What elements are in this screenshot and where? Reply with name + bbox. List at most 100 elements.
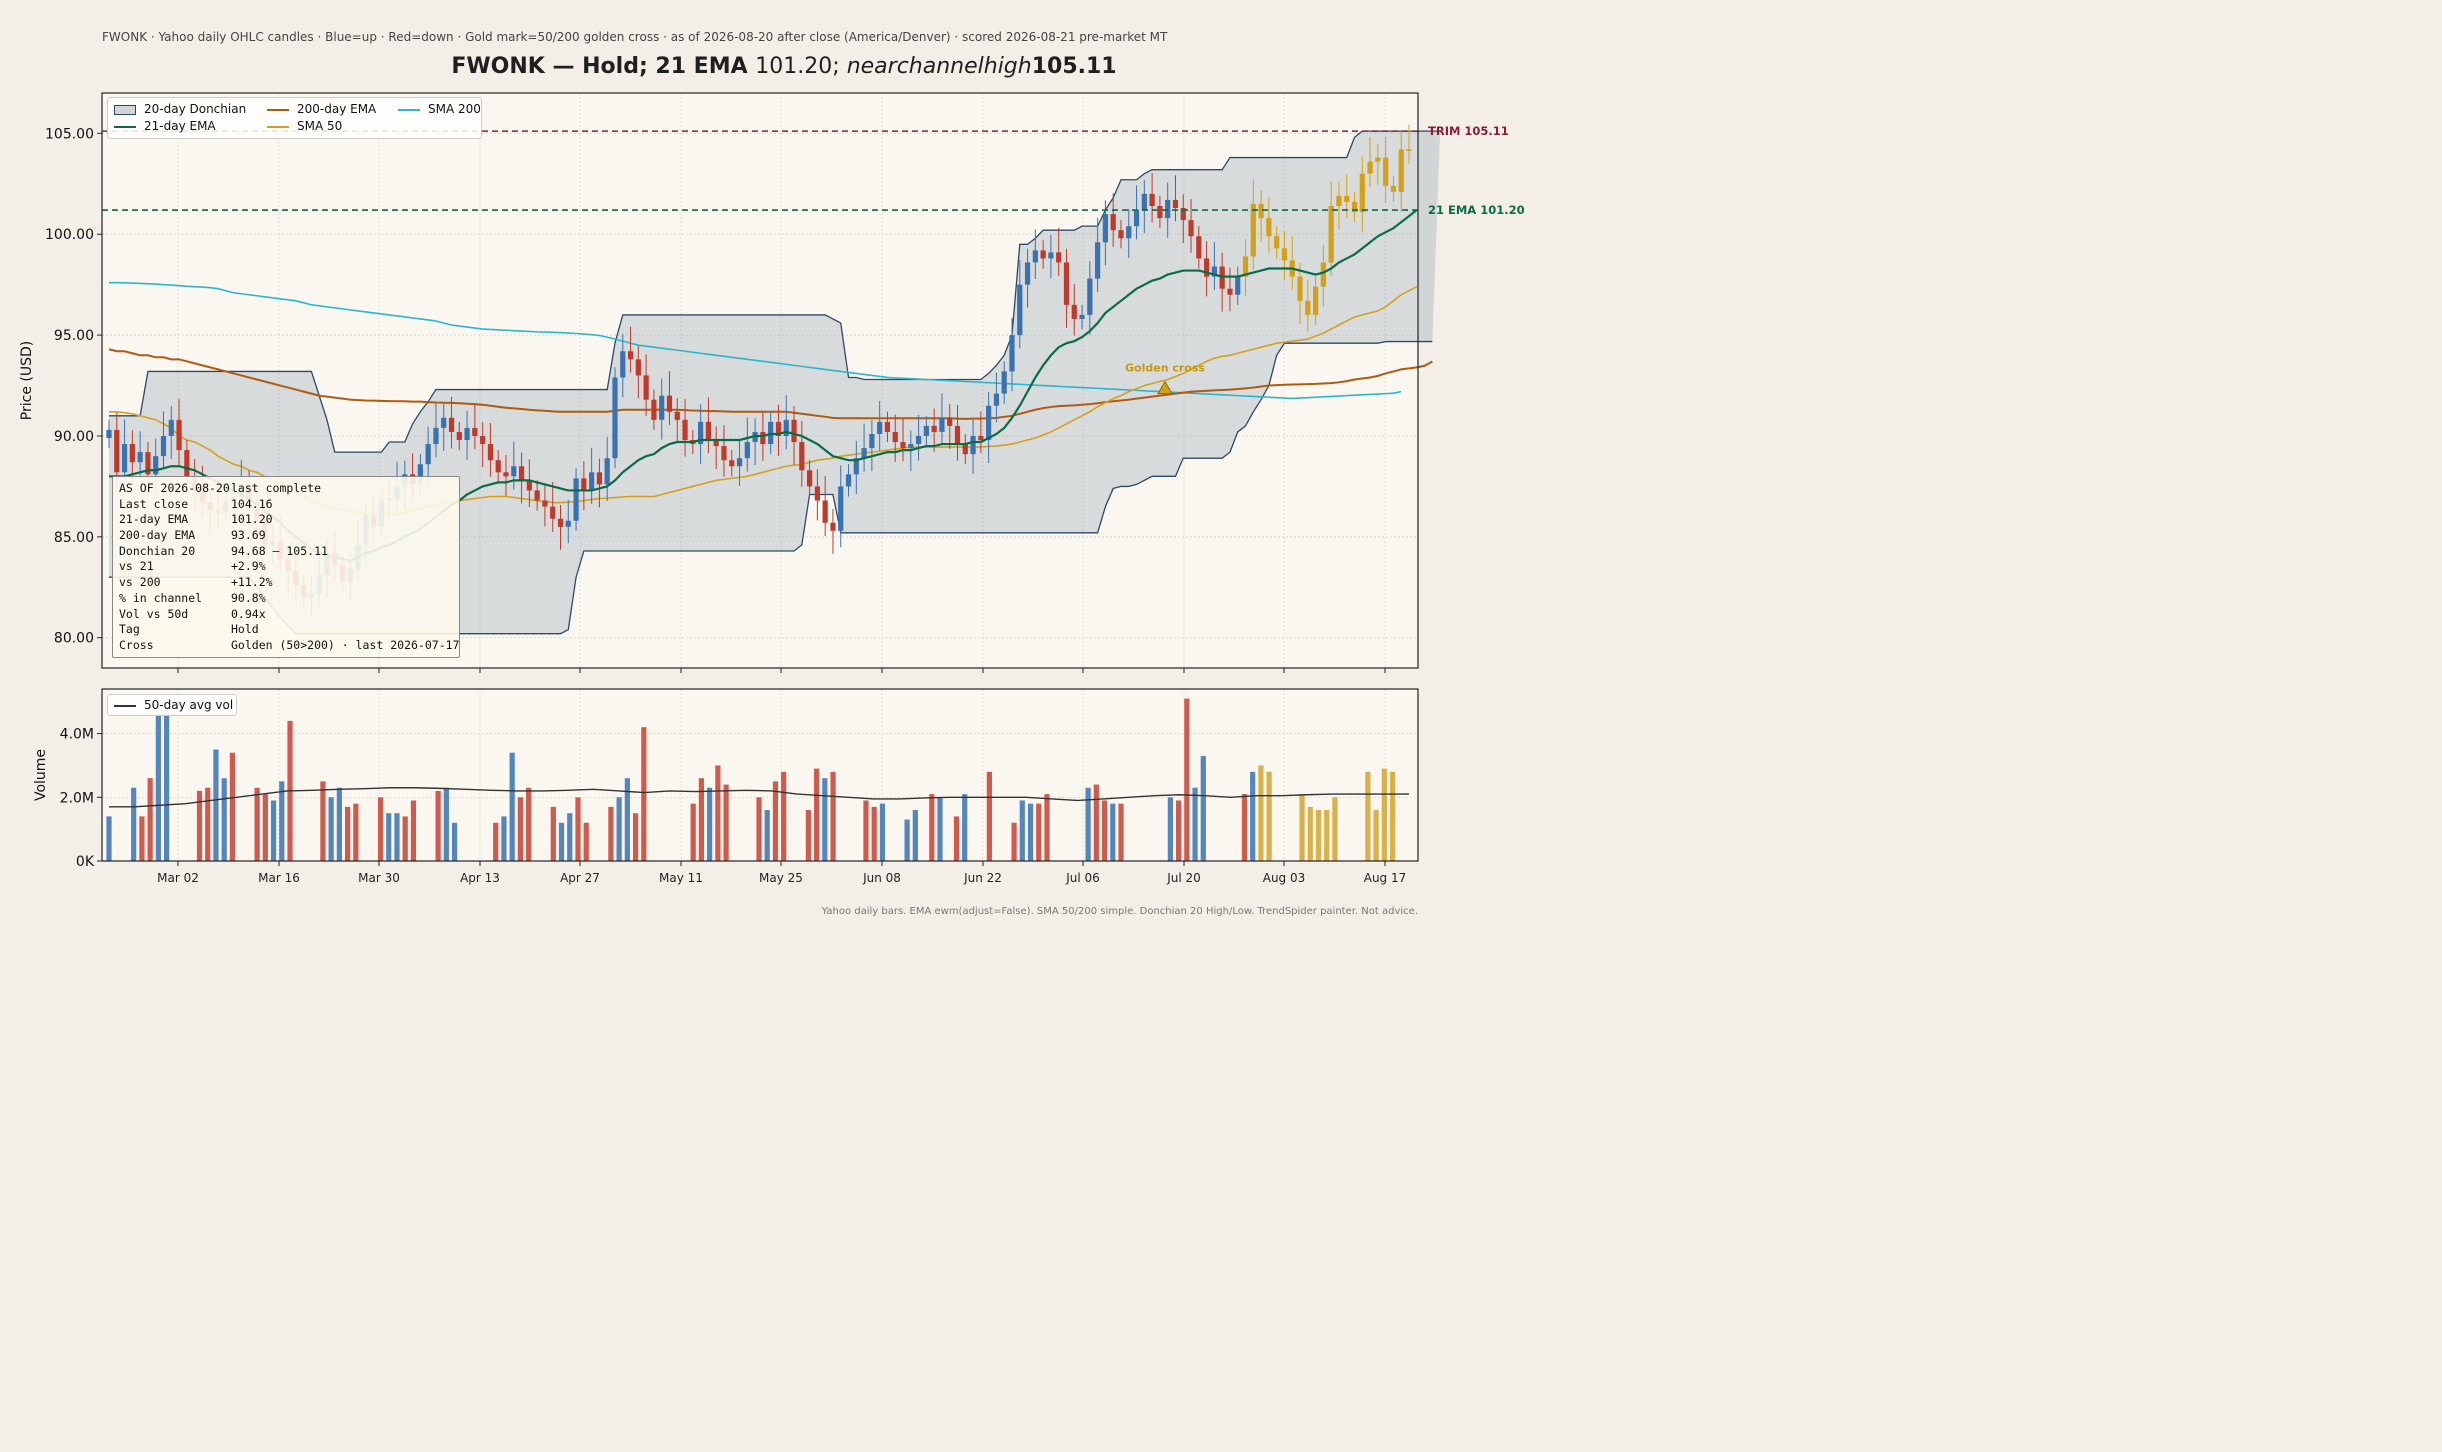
- volume-bar: [756, 797, 762, 861]
- candle-body: [487, 444, 494, 461]
- candle-body: [1001, 371, 1007, 394]
- info-key: 21-day EMA: [119, 512, 189, 527]
- x-tick-label: Mar 30: [358, 871, 400, 885]
- volume-bar: [1241, 794, 1248, 861]
- legend-avg-vol-label: 50-day avg vol: [144, 698, 234, 712]
- candle-body: [129, 444, 135, 463]
- volume-bar: [1192, 787, 1198, 861]
- candle-body: [892, 431, 898, 443]
- candle-body: [121, 444, 128, 473]
- candle-body: [1017, 284, 1023, 336]
- volume-bar: [501, 816, 507, 861]
- volume-bar: [1365, 771, 1371, 861]
- volume-bar: [962, 794, 968, 861]
- chart-title: FWONK — Hold; 21 EMA 101.20; nearchannel…: [0, 54, 1568, 79]
- candle-body: [806, 470, 813, 487]
- legend-ema200: 200-day EMA: [267, 102, 376, 116]
- x-tick-label: May 25: [759, 871, 803, 885]
- info-key: Last close: [119, 496, 189, 511]
- info-value: 104.16: [231, 496, 273, 511]
- volume-bar: [345, 806, 351, 861]
- candle-body: [682, 419, 688, 441]
- candle-body: [1235, 276, 1241, 295]
- volume-bar: [386, 813, 392, 861]
- candle-body: [1274, 236, 1280, 249]
- candle-body: [620, 351, 626, 378]
- candle-body: [1056, 252, 1062, 263]
- candle-body: [970, 435, 976, 455]
- candle-body: [986, 405, 992, 441]
- candle-body: [1367, 161, 1373, 174]
- volume-bar: [1324, 810, 1330, 861]
- volume-bar: [163, 714, 170, 861]
- x-tick-label: May 11: [659, 871, 703, 885]
- volume-bar: [1110, 803, 1116, 861]
- info-key: 200-day EMA: [119, 528, 196, 543]
- volume-bar: [1373, 810, 1379, 861]
- candle-body: [931, 425, 937, 432]
- price-legend: 20-day Donchian 21-day EMA 200-day EMA S…: [107, 97, 482, 139]
- x-tick-label: Apr 13: [460, 871, 500, 885]
- volume-bar: [1118, 803, 1124, 861]
- candle-body: [1266, 218, 1272, 237]
- info-row: Cross Golden (50>200) · last 2026-07-17: [119, 637, 459, 654]
- volume-tick-label: 2.0M: [60, 790, 94, 806]
- info-row: vs 200 +11.2%: [119, 575, 453, 591]
- candle-body: [1102, 214, 1109, 243]
- candle-body: [534, 490, 540, 501]
- candle-body: [160, 435, 167, 457]
- price-tick-label: 95.00: [54, 328, 94, 344]
- candle-body: [184, 450, 190, 477]
- candle-body: [635, 359, 641, 376]
- candle-body: [760, 431, 766, 445]
- volume-bar: [1036, 803, 1042, 861]
- candle-body: [176, 419, 182, 451]
- price-tick-label: 80.00: [54, 631, 94, 647]
- volume-bar: [1389, 771, 1396, 861]
- volume-bar: [410, 800, 417, 861]
- candle-body: [1071, 304, 1077, 319]
- price-tick-label: 90.00: [54, 429, 94, 445]
- info-row: 200-day EMA 93.69: [119, 528, 453, 544]
- candle-body: [1398, 149, 1404, 192]
- candle-body: [526, 480, 532, 491]
- info-key: Tag: [119, 622, 140, 637]
- candle-body: [1242, 256, 1249, 277]
- candle-body: [799, 442, 805, 471]
- candle-body: [441, 417, 447, 428]
- info-row: Donchian 20 94.68 – 105.11: [119, 544, 453, 560]
- volume-bar: [830, 771, 836, 861]
- volume-bar: [1381, 768, 1387, 861]
- volume-bar: [641, 727, 647, 861]
- candle-body: [1227, 288, 1233, 295]
- volume-bar: [805, 810, 811, 861]
- candle-body: [915, 435, 922, 445]
- candle-body: [900, 442, 906, 449]
- candle-body: [822, 500, 828, 523]
- candle-body: [744, 442, 750, 459]
- info-row: % in channel 90.8%: [119, 591, 453, 607]
- info-key: Vol vs 50d: [119, 606, 189, 621]
- volume-tick-label: 0K: [76, 854, 95, 870]
- volume-bar: [353, 803, 359, 861]
- candle-body: [448, 417, 455, 432]
- candle-body: [814, 486, 820, 501]
- candle-body: [1375, 157, 1381, 162]
- info-key: Cross: [119, 637, 154, 652]
- chart-canvas: 80.00 85.00 90.00 95.00 100.00 105.00 Price (U…: [19, 92, 1525, 885]
- candle-body: [1133, 210, 1140, 227]
- candle-body: [651, 399, 657, 420]
- candle-body: [114, 429, 120, 473]
- candle-body: [153, 456, 159, 475]
- info-value: +11.2%: [231, 575, 273, 590]
- volume-bar: [1044, 794, 1050, 861]
- title-bold: FWONK — Hold; 21 EMA: [451, 54, 756, 79]
- candle-body: [1172, 199, 1179, 208]
- legend-sma200-label: SMA 200: [428, 102, 481, 116]
- volume-bar: [443, 787, 449, 861]
- volume-bar: [624, 778, 630, 861]
- candle-body: [1250, 203, 1256, 257]
- candle-body: [518, 466, 525, 481]
- candle-body: [1320, 262, 1326, 287]
- candle-body: [659, 395, 665, 420]
